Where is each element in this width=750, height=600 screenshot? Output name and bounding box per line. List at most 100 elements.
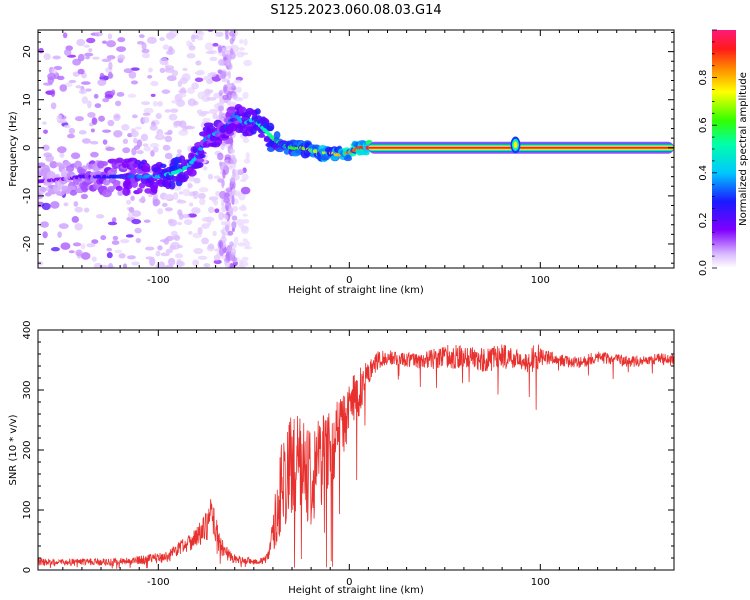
noise-speck — [86, 243, 96, 248]
noise-speck — [41, 202, 51, 211]
noise-speck — [164, 135, 173, 143]
noise-speck — [59, 152, 65, 158]
noise-speck — [116, 92, 125, 97]
noise-speck — [111, 240, 120, 245]
snr-panel: -100 0 100 0 100 200 300 400 Height of straight… — [8, 320, 675, 596]
noise-speck — [78, 130, 87, 135]
noise-speck — [87, 100, 92, 109]
noise-speck — [72, 58, 81, 66]
noise-speck — [51, 68, 57, 75]
noise-speck — [92, 56, 100, 60]
noise-speck — [128, 207, 135, 213]
noise-speck — [133, 137, 138, 144]
noise-speck — [178, 129, 189, 136]
noise-speck — [78, 89, 87, 95]
ridge-blob — [254, 108, 261, 115]
noise-speck — [166, 75, 177, 82]
noise-speck — [171, 230, 178, 237]
y-tick-label: 0 — [22, 567, 33, 573]
noise-speck — [231, 227, 236, 232]
noise-speck — [138, 197, 146, 203]
noise-speck — [179, 87, 187, 95]
ridge-blob — [273, 131, 281, 139]
noise-speck — [56, 114, 63, 122]
noise-speck — [235, 265, 245, 268]
noise-speck — [237, 242, 247, 247]
noise-speck — [189, 202, 194, 207]
noise-speck — [64, 82, 73, 88]
spectrogram-ylabel: Frequency (Hz) — [8, 111, 19, 187]
noise-speck — [213, 92, 221, 99]
noise-speck — [122, 263, 128, 268]
noise-speck — [63, 124, 71, 129]
noise-speck — [155, 250, 161, 257]
noise-speck — [136, 150, 144, 155]
noise-speck — [131, 210, 142, 217]
noise-speck — [242, 138, 250, 144]
noise-speck — [93, 93, 99, 99]
noise-speck — [75, 249, 83, 257]
noise-speck — [117, 54, 126, 61]
noise-speck — [220, 229, 225, 234]
noise-speck — [147, 36, 157, 44]
ridge-blob — [138, 182, 146, 189]
noise-speck — [108, 263, 113, 268]
noise-speck — [161, 202, 168, 208]
noise-speck — [188, 230, 193, 235]
noise-speck — [193, 193, 198, 200]
noise-speck — [202, 117, 211, 123]
ridge-blob — [39, 187, 47, 193]
noise-speck — [227, 230, 234, 236]
noise-speck — [186, 53, 196, 59]
spectrogram-heatmap — [38, 30, 674, 268]
noise-speck — [50, 89, 56, 97]
noise-speck — [231, 195, 235, 206]
noise-speck — [187, 98, 197, 107]
noise-speck — [174, 253, 184, 259]
noise-speck — [150, 150, 155, 157]
noise-speck — [182, 67, 188, 72]
colorbar-tick-label: 0.0 — [698, 260, 709, 276]
ridge-blob — [67, 185, 77, 191]
noise-speck — [165, 235, 174, 242]
noise-speck — [159, 57, 169, 66]
noise-speck — [193, 30, 203, 35]
noise-speck — [201, 217, 212, 222]
noise-speck — [218, 110, 223, 120]
noise-speck — [185, 125, 192, 129]
noise-speck — [166, 33, 177, 39]
noise-speck — [217, 239, 224, 250]
noise-speck — [130, 80, 139, 85]
noise-speck — [143, 145, 152, 152]
noise-speck — [141, 101, 151, 106]
noise-speck — [164, 193, 174, 200]
noise-speck — [191, 207, 201, 214]
noise-speck — [136, 139, 143, 148]
noise-speck — [57, 146, 67, 154]
noise-speck — [125, 234, 134, 238]
noise-speck — [127, 212, 133, 218]
noise-speck — [134, 126, 142, 130]
noise-speck — [77, 68, 85, 75]
noise-speck — [111, 217, 117, 223]
noise-speck — [162, 144, 171, 151]
noise-speck — [192, 259, 200, 267]
noise-speck — [136, 41, 145, 45]
noise-speck — [182, 188, 191, 197]
noise-speck — [102, 97, 110, 103]
noise-speck — [50, 102, 57, 110]
noise-speck — [155, 113, 162, 120]
noise-speck — [242, 213, 248, 217]
noise-speck — [178, 191, 184, 195]
noise-speck — [159, 67, 166, 74]
ridge-blob — [330, 155, 339, 161]
noise-speck — [166, 50, 173, 55]
noise-speck — [164, 65, 175, 70]
noise-speck — [227, 70, 232, 79]
ridge-blob — [266, 122, 275, 132]
noise-speck — [152, 100, 158, 107]
noise-speck — [125, 199, 132, 205]
x-tick-label: 100 — [531, 275, 550, 286]
noise-speck — [202, 166, 208, 171]
noise-speck — [224, 59, 232, 66]
